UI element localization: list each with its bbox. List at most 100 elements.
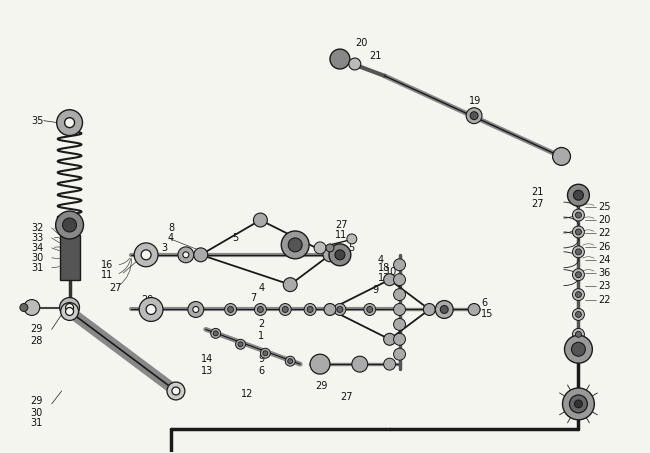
Text: 4: 4 (378, 255, 384, 265)
Circle shape (62, 218, 77, 232)
Circle shape (56, 211, 83, 239)
Text: 13: 13 (201, 366, 213, 376)
Circle shape (564, 335, 592, 363)
Text: 6: 6 (259, 366, 265, 376)
Text: 20: 20 (598, 215, 611, 225)
Circle shape (57, 110, 83, 135)
Text: 4: 4 (259, 283, 265, 293)
Circle shape (364, 304, 376, 315)
Circle shape (193, 307, 199, 313)
Circle shape (225, 304, 237, 315)
Circle shape (367, 307, 372, 313)
Text: 27: 27 (335, 220, 348, 230)
Circle shape (282, 307, 288, 313)
Circle shape (227, 307, 233, 313)
Circle shape (310, 354, 330, 374)
Circle shape (60, 303, 79, 320)
Circle shape (573, 328, 584, 340)
Circle shape (575, 400, 582, 408)
Circle shape (323, 248, 337, 262)
Text: 16: 16 (101, 260, 114, 270)
Text: 27: 27 (109, 283, 122, 293)
Circle shape (238, 342, 243, 347)
Text: 29: 29 (315, 381, 328, 391)
Text: 14: 14 (201, 354, 213, 364)
Circle shape (562, 388, 594, 420)
Text: 30: 30 (32, 253, 44, 263)
Circle shape (436, 300, 453, 318)
Circle shape (347, 234, 357, 244)
Text: 31: 31 (32, 263, 44, 273)
Circle shape (384, 358, 396, 370)
Text: 20: 20 (355, 38, 367, 48)
Text: 35: 35 (32, 116, 44, 125)
Circle shape (575, 272, 581, 278)
Circle shape (211, 328, 220, 338)
Circle shape (66, 304, 73, 312)
Circle shape (394, 318, 406, 330)
Circle shape (167, 382, 185, 400)
Circle shape (280, 304, 291, 315)
Circle shape (575, 249, 581, 255)
Circle shape (470, 112, 478, 120)
Circle shape (172, 387, 180, 395)
Circle shape (281, 231, 309, 259)
Circle shape (307, 307, 313, 313)
Text: 12: 12 (240, 389, 253, 399)
Circle shape (571, 342, 586, 356)
Circle shape (573, 308, 584, 320)
Text: 5: 5 (233, 233, 239, 243)
Circle shape (139, 298, 163, 322)
Text: 28: 28 (30, 336, 42, 346)
Text: 24: 24 (598, 255, 611, 265)
Circle shape (183, 252, 189, 258)
Circle shape (394, 348, 406, 360)
Circle shape (141, 250, 151, 260)
Circle shape (330, 49, 350, 69)
Circle shape (575, 312, 581, 318)
Text: 11: 11 (101, 270, 114, 280)
Text: 22: 22 (598, 294, 611, 304)
Circle shape (324, 304, 336, 315)
Circle shape (285, 356, 295, 366)
Text: 9: 9 (259, 354, 265, 364)
Circle shape (466, 108, 482, 124)
Circle shape (567, 184, 590, 206)
Text: 11: 11 (335, 230, 347, 240)
Circle shape (394, 274, 406, 286)
Text: 6: 6 (481, 298, 487, 308)
Text: 4: 4 (168, 233, 174, 243)
Circle shape (349, 58, 361, 70)
Text: 34: 34 (32, 243, 44, 253)
Circle shape (146, 304, 156, 314)
Text: 22: 22 (598, 228, 611, 238)
Circle shape (352, 356, 368, 372)
Text: 27: 27 (532, 199, 544, 209)
Circle shape (194, 248, 208, 262)
Text: 27: 27 (340, 392, 352, 402)
Circle shape (60, 298, 79, 318)
Text: 5: 5 (348, 243, 354, 253)
Circle shape (468, 304, 480, 315)
Circle shape (573, 226, 584, 238)
Circle shape (257, 307, 263, 313)
Circle shape (384, 333, 396, 345)
Text: 7: 7 (250, 293, 257, 303)
Circle shape (134, 243, 158, 267)
Text: 31: 31 (30, 418, 42, 428)
Circle shape (394, 259, 406, 271)
Circle shape (283, 278, 297, 292)
Text: 26: 26 (598, 242, 611, 252)
Circle shape (335, 250, 345, 260)
Circle shape (304, 304, 316, 315)
Circle shape (573, 190, 584, 200)
Circle shape (326, 244, 334, 252)
Text: 29: 29 (30, 324, 42, 334)
Circle shape (288, 359, 292, 364)
Circle shape (288, 238, 302, 252)
Text: 1: 1 (259, 331, 265, 341)
Text: 29: 29 (141, 294, 153, 304)
Bar (60, 235, 79, 280)
Circle shape (329, 244, 351, 266)
Circle shape (178, 247, 194, 263)
